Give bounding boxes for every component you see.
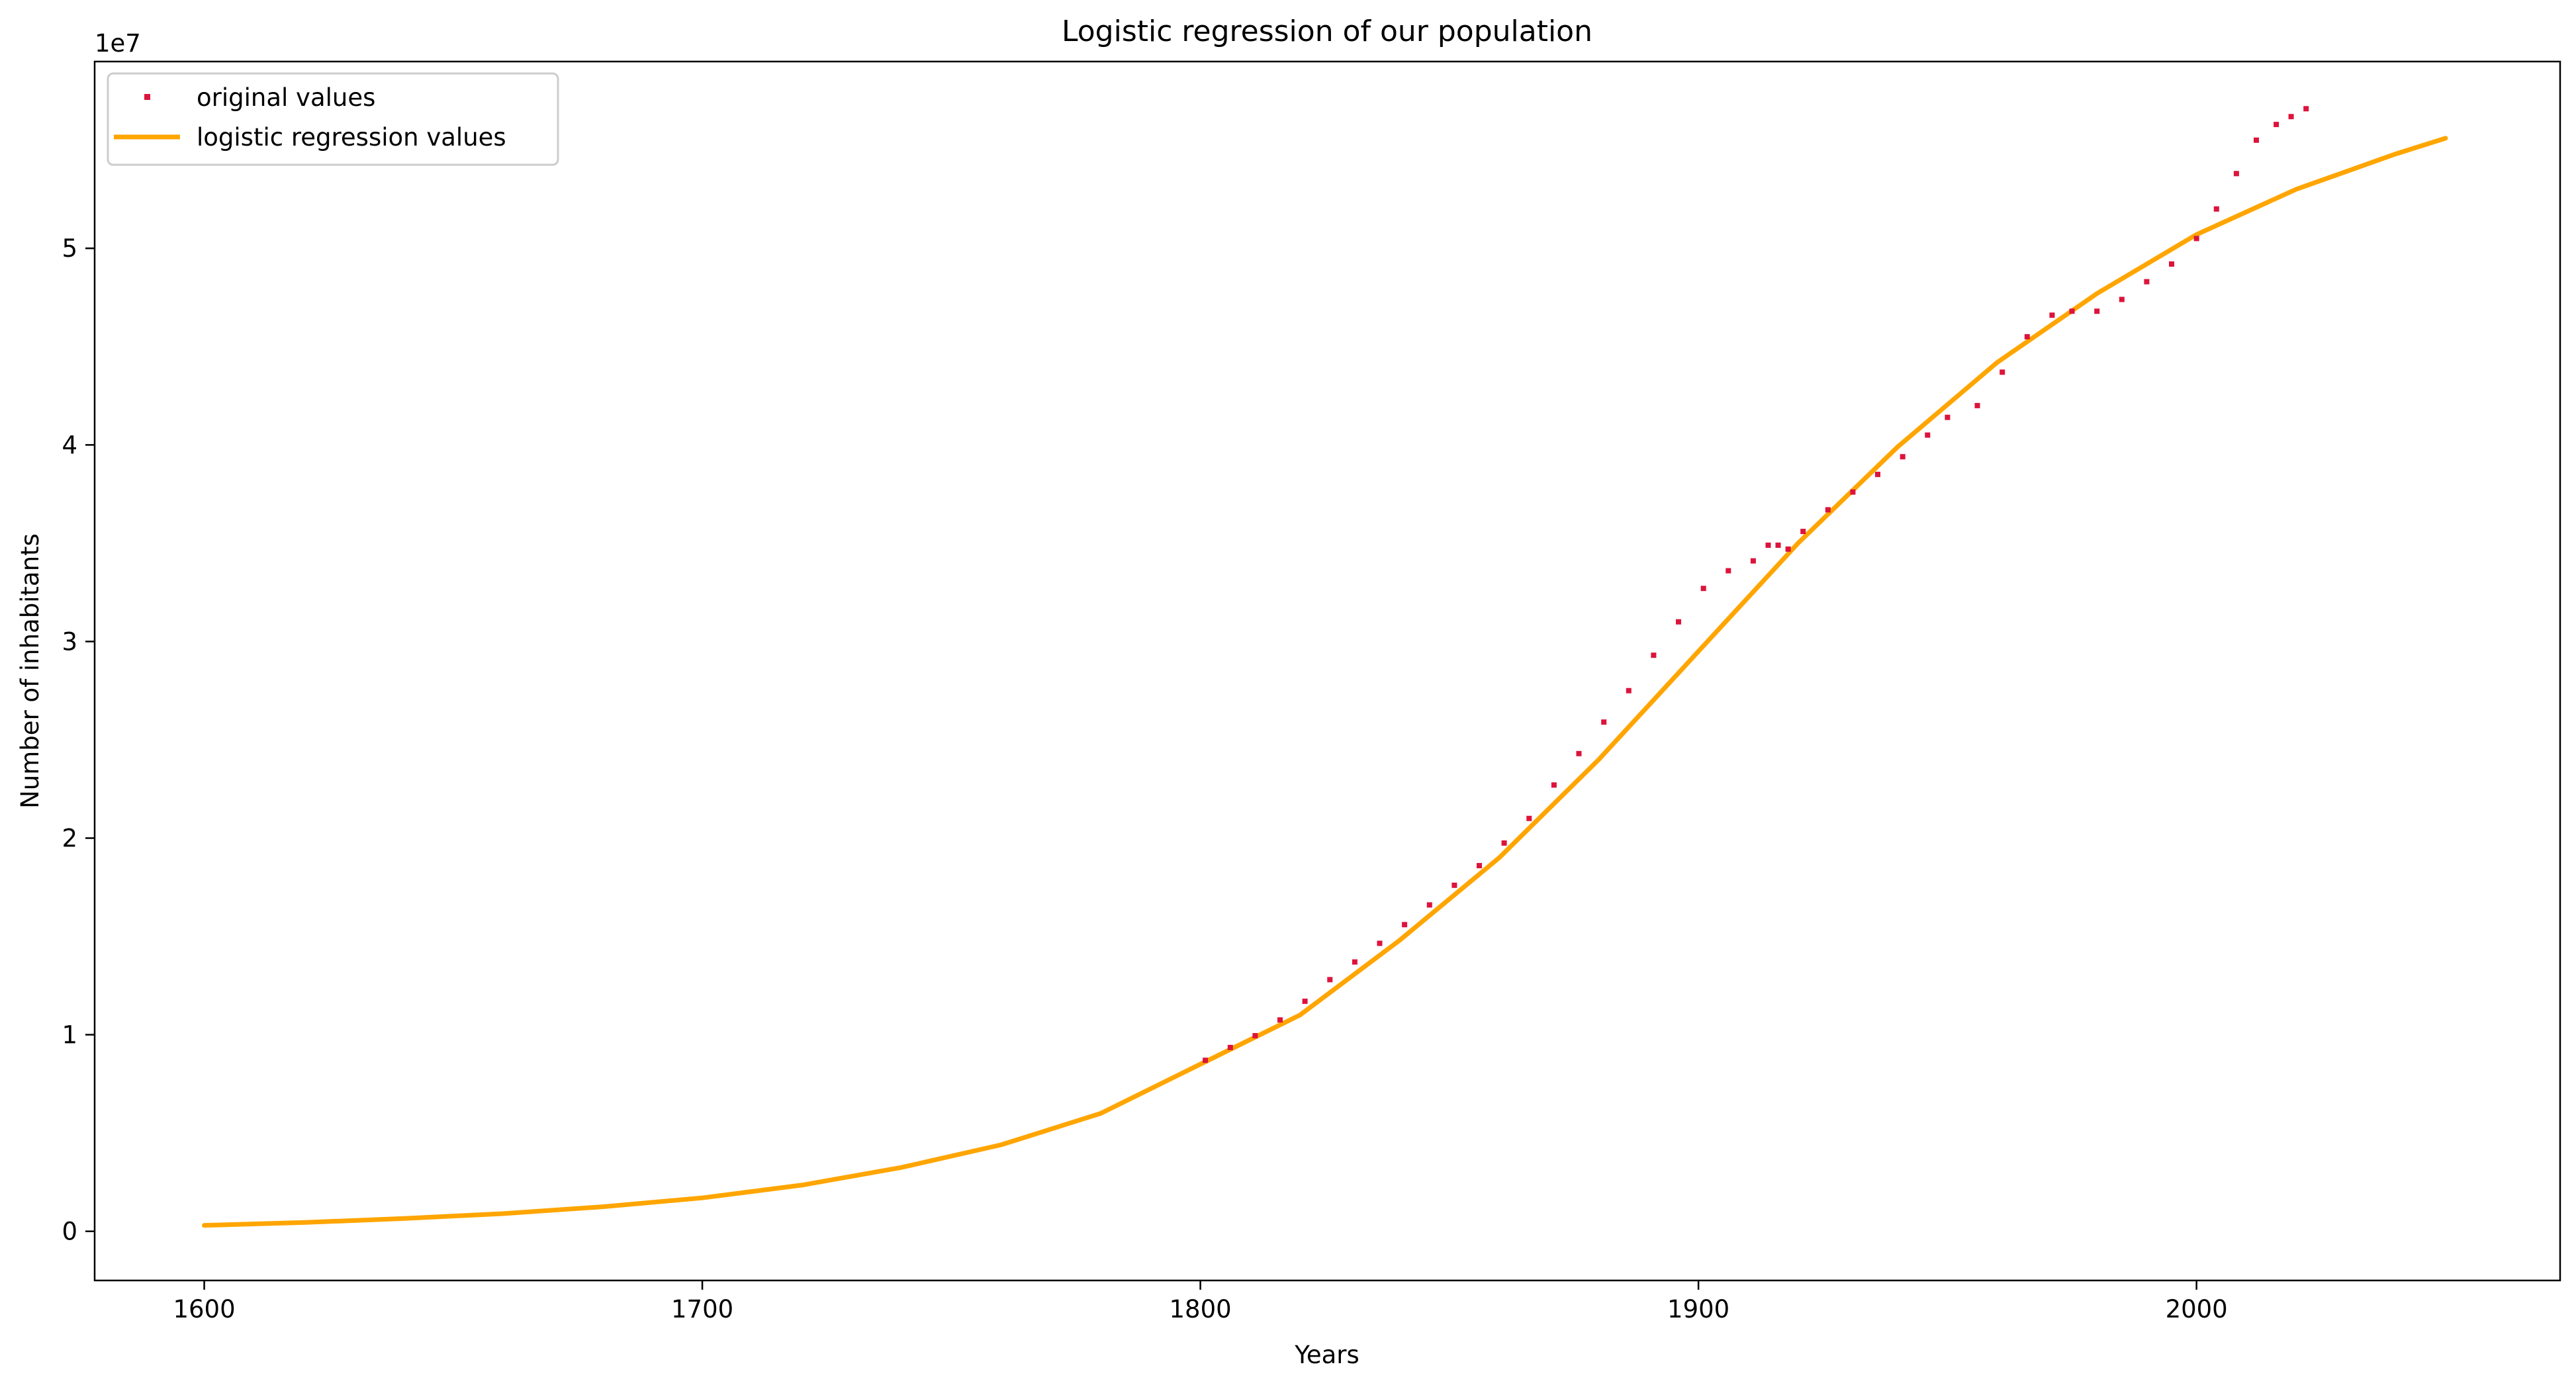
x-tick-label: 2000 [2166,1295,2228,1323]
series-line-1 [202,136,2448,1228]
legend-box [107,72,559,166]
data-point [1203,1057,1209,1063]
axes-frame [93,60,2561,1282]
axes-layer: 1600 1700 1800 1900 2000 0 1 2 3 4 5 [62,60,2561,1323]
y-tick-label: 3 [62,627,77,656]
legend-marker-original-values [144,94,150,100]
y-tick-label: 5 [62,234,77,263]
data-point [1775,542,1781,548]
data-point [1945,414,1951,420]
y-tick-label: 2 [62,825,77,853]
x-tick-label: 1800 [1170,1295,1232,1323]
data-point [2254,137,2259,143]
data-point [2193,236,2199,242]
data-point [2169,261,2174,267]
data-point [1402,922,1408,928]
x-axis-label: Years [1294,1341,1359,1369]
series-points-0 [1203,106,2309,1063]
y-tick-label: 1 [62,1021,77,1050]
data-point [1327,977,1333,983]
data-point [1451,882,1457,888]
data-point [1352,959,1357,965]
y-axis-offset-label: 1e7 [95,29,141,58]
data-point [2213,206,2219,212]
data-point [1765,542,1771,548]
data-point [1974,402,1980,408]
data-point [1227,1044,1233,1050]
data-point [1825,507,1831,513]
data-point [2069,308,2075,314]
legend-label-logistic-regression-values: logistic regression values [197,123,506,152]
data-point [1676,619,1681,625]
data-point [2024,334,2030,339]
data-point [1576,750,1582,756]
data-point [1875,471,1880,477]
data-point [2000,369,2005,375]
data-point [1377,940,1383,946]
legend-label-original-values: original values [197,83,375,112]
data-point [2119,296,2125,302]
data-point [1626,688,1632,694]
data-point [1785,546,1791,552]
data-point [1252,1033,1258,1039]
data-point [1925,432,1931,438]
data-point [1426,902,1432,908]
plot-area [95,62,2560,1280]
data-point [1277,1017,1283,1023]
chart-title: Logistic regression of our population [1062,15,1592,48]
data-point [2049,312,2055,318]
y-tick-label: 0 [62,1218,77,1246]
data-point [2094,308,2100,314]
data-point [2274,122,2279,128]
data-point [2288,114,2294,120]
data-point [1302,999,1308,1005]
data-point [1477,863,1482,869]
data-point [2233,171,2239,177]
data-point [1651,652,1657,658]
data-point [1900,454,1906,460]
data-point [1526,815,1532,821]
x-tick-label: 1700 [671,1295,733,1323]
data-point [1700,586,1706,592]
data-point [1850,489,1856,495]
data-point [1601,719,1607,725]
legend: original values logistic regression valu… [107,72,559,166]
data-point [1501,840,1507,846]
y-axis-label: Number of inhabitants [16,533,44,809]
data-point [1800,529,1806,535]
y-tick-label: 4 [62,431,77,459]
data-point [2144,279,2150,285]
data-layer [202,106,2448,1228]
x-tick-label: 1600 [173,1295,235,1323]
x-tick-label: 1900 [1667,1295,1729,1323]
data-point [1750,558,1756,564]
data-point [1551,782,1557,788]
data-point [1725,568,1731,574]
data-point [2303,106,2309,112]
